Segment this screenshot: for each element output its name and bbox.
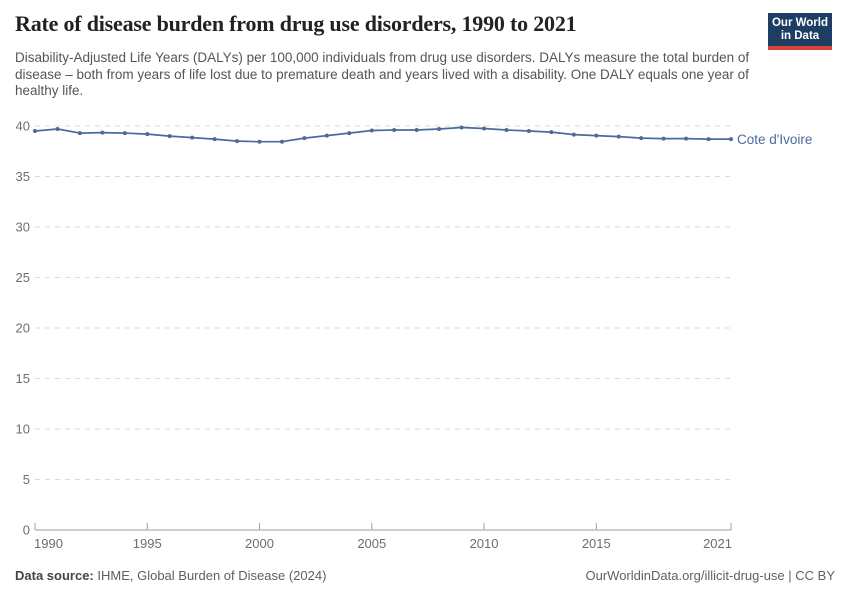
series-entity-label: Cote d'Ivoire <box>737 132 813 147</box>
data-source-label: Data source: <box>15 568 94 583</box>
data-point-2008 <box>437 127 442 131</box>
data-point-2009 <box>459 125 464 130</box>
data-point-1996 <box>167 134 172 139</box>
data-point-2021 <box>729 137 733 142</box>
data-source-value: IHME, Global Burden of Disease (2024) <box>93 568 327 583</box>
data-point-2000 <box>257 139 262 144</box>
y-tick-label-0: 0 <box>23 523 30 538</box>
data-point-2014 <box>571 132 576 137</box>
y-tick-label-35: 35 <box>16 169 30 184</box>
data-point-2004 <box>347 131 352 136</box>
data-point-2018 <box>661 136 666 141</box>
x-tick-label-2015: 2015 <box>582 536 611 551</box>
owid-logo-line1: Our World <box>771 16 828 29</box>
data-point-2007 <box>414 128 419 132</box>
data-point-2019 <box>684 136 689 141</box>
data-point-2013 <box>549 130 554 135</box>
x-tick-label-1990: 1990 <box>34 536 63 551</box>
data-point-2020 <box>706 137 711 142</box>
owid-logo[interactable]: Our World in Data <box>768 13 832 50</box>
series-line <box>34 126 732 143</box>
x-tick-label-1995: 1995 <box>133 536 162 551</box>
data-point-1992 <box>77 131 82 136</box>
y-tick-label-40: 40 <box>16 119 30 134</box>
data-point-1999 <box>235 139 240 144</box>
credit-link[interactable]: OurWorldinData.org/illicit-drug-use | CC… <box>585 568 836 583</box>
data-point-2011 <box>504 128 509 132</box>
x-tick-label-2021: 2021 <box>703 536 732 551</box>
data-point-2001 <box>280 139 284 144</box>
y-tick-label-20: 20 <box>16 321 30 336</box>
data-point-1993 <box>100 130 105 135</box>
data-point-1997 <box>190 135 195 140</box>
data-point-2010 <box>482 126 486 131</box>
data-point-2012 <box>526 129 531 133</box>
y-tick-label-10: 10 <box>16 422 30 437</box>
y-tick-label-25: 25 <box>16 270 30 285</box>
data-point-2002 <box>302 136 307 141</box>
data-point-2016 <box>616 134 621 139</box>
data-point-2015 <box>594 133 599 138</box>
y-tick-label-5: 5 <box>23 472 30 487</box>
data-point-1994 <box>122 131 127 136</box>
data-point-2003 <box>324 133 329 138</box>
chart-footer: Data source: IHME, Global Burden of Dise… <box>15 568 835 583</box>
x-tick-label-2000: 2000 <box>245 536 274 551</box>
data-point-1995 <box>145 132 150 137</box>
data-point-1991 <box>55 127 60 131</box>
chart-subtitle: Disability-Adjusted Life Years (DALYs) p… <box>15 50 750 98</box>
data-source-text: Data source: IHME, Global Burden of Dise… <box>15 568 326 583</box>
x-tick-label-2010: 2010 <box>470 536 499 551</box>
y-tick-label-30: 30 <box>16 220 30 235</box>
data-point-1990 <box>33 129 37 133</box>
x-tick-label-2005: 2005 <box>357 536 386 551</box>
data-point-2005 <box>369 128 374 133</box>
y-tick-label-15: 15 <box>16 371 30 386</box>
page-title: Rate of disease burden from drug use dis… <box>15 11 577 36</box>
data-point-1998 <box>212 137 217 142</box>
data-point-2017 <box>639 136 644 141</box>
owid-logo-line2: in Data <box>780 29 820 42</box>
data-point-2006 <box>392 128 397 132</box>
